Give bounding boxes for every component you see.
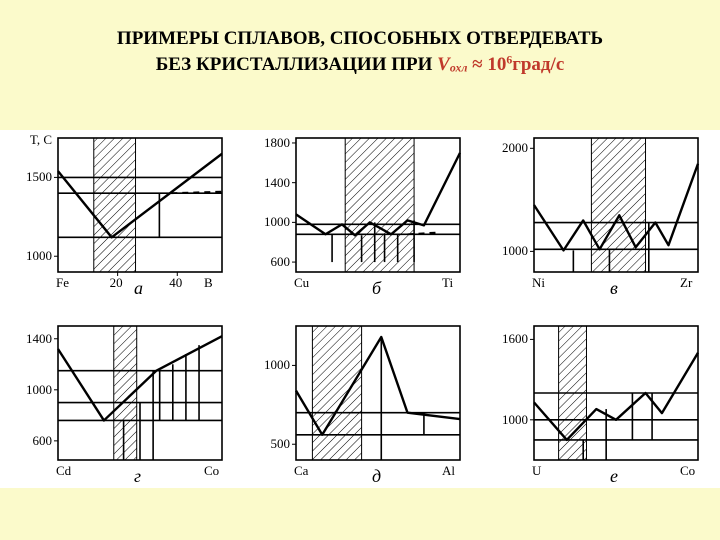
diagram-grid: 10001500T, C2040FeBа600100014001800CuTiб… (0, 130, 720, 488)
phase-diagram-c: 10002000NiZrв (488, 130, 708, 300)
phase-diagram-a: 10001500T, C2040FeBа (12, 130, 232, 300)
title-unit: град/с (512, 54, 564, 75)
phase-diagram-b: 600100014001800CuTiб (250, 130, 470, 300)
title-approx: ≈ 10 (467, 54, 506, 75)
title-line2a: БЕЗ КРИСТАЛЛИЗАЦИИ ПРИ (156, 54, 437, 75)
title-line1: ПРИМЕРЫ СПЛАВОВ, СПОСОБНЫХ ОТВЕРДЕВАТЬ (117, 28, 603, 49)
phase-diagram-f: 10001600UCoе (488, 318, 708, 488)
page-title: ПРИМЕРЫ СПЛАВОВ, СПОСОБНЫХ ОТВЕРДЕВАТЬ Б… (0, 0, 720, 77)
title-var: V (437, 54, 450, 75)
phase-diagram-d: 60010001400CdCoг (12, 318, 232, 488)
title-sub: охл (450, 61, 468, 74)
phase-diagram-e: 5001000CaAlд (250, 318, 470, 488)
